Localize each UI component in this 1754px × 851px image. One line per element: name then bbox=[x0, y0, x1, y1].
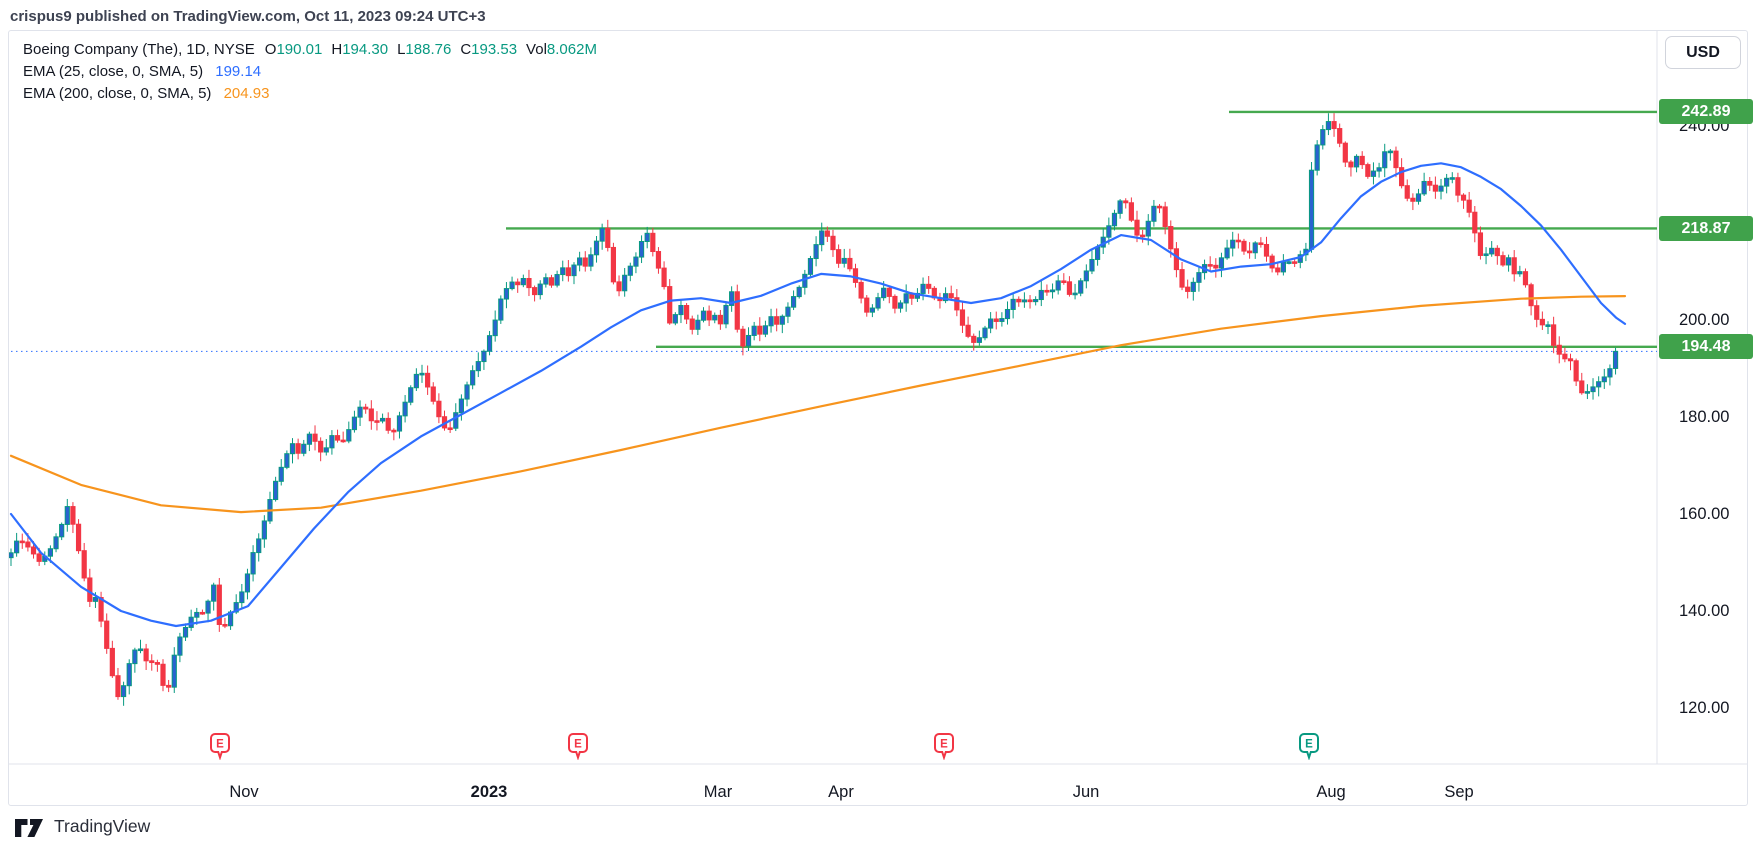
time-axis-label: Apr bbox=[828, 783, 854, 801]
ohlc-item: H194.30 bbox=[331, 41, 389, 58]
time-axis-label: Sep bbox=[1444, 783, 1474, 801]
ema25-row[interactable]: EMA (25, close, 0, SMA, 5) 199.14 bbox=[23, 61, 606, 83]
time-axis-label: Aug bbox=[1316, 783, 1346, 801]
earnings-icon[interactable]: E bbox=[933, 733, 955, 761]
time-axis-label: Mar bbox=[703, 783, 733, 801]
ema200-value: 204.93 bbox=[223, 85, 270, 102]
tradingview-brand-text[interactable]: TradingView bbox=[54, 816, 151, 836]
earnings-icon[interactable]: E bbox=[567, 733, 589, 761]
ohlc-item: L188.76 bbox=[397, 41, 452, 58]
ohlc-item: Vol8.062M bbox=[526, 41, 597, 58]
price-tick-label: 120.00 bbox=[1679, 699, 1730, 717]
symbol-title: Boeing Company (The), 1D, NYSE bbox=[23, 41, 255, 58]
earnings-icon[interactable]: E bbox=[1298, 733, 1320, 761]
ema25-label: EMA (25, close, 0, SMA, 5) bbox=[23, 63, 204, 80]
svg-text:E: E bbox=[574, 739, 582, 751]
svg-text:E: E bbox=[216, 739, 224, 751]
chart-legend: Boeing Company (The), 1D, NYSE O190.01 H19… bbox=[23, 39, 606, 105]
price-level-badge: 218.87 bbox=[1659, 215, 1753, 241]
tradingview-logo-icon[interactable] bbox=[14, 814, 44, 842]
price-tick-label: 140.00 bbox=[1679, 602, 1730, 620]
svg-text:E: E bbox=[1305, 739, 1313, 751]
time-axis-label: 2023 bbox=[470, 783, 508, 801]
chart-widget: Boeing Company (The), 1D, NYSE O190.01 H19… bbox=[8, 30, 1753, 806]
earnings-icon[interactable]: E bbox=[209, 733, 231, 761]
ohlc-item: O190.01 bbox=[264, 41, 323, 58]
currency-toggle-button[interactable]: USD bbox=[1665, 36, 1741, 69]
publish-byline: crispus9 published on TradingView.com, O… bbox=[10, 8, 486, 25]
ohlc-values: O190.01 H194.30 L188.76 C193.53 Vol8.062M bbox=[265, 41, 606, 58]
price-tick-label: 200.00 bbox=[1679, 311, 1730, 329]
ema200-row[interactable]: EMA (200, close, 0, SMA, 5) 204.93 bbox=[23, 83, 606, 105]
svg-text:E: E bbox=[940, 739, 948, 751]
price-tick-label: 160.00 bbox=[1679, 505, 1730, 523]
price-level-badge: 194.48 bbox=[1659, 334, 1753, 360]
candlestick-chart[interactable] bbox=[9, 31, 1747, 805]
price-tick-label: 180.00 bbox=[1679, 408, 1730, 426]
symbol-row[interactable]: Boeing Company (The), 1D, NYSE O190.01 H19… bbox=[23, 39, 606, 61]
time-axis-label: Jun bbox=[1072, 783, 1100, 801]
price-level-badge: 242.89 bbox=[1659, 99, 1753, 125]
ema200-label: EMA (200, close, 0, SMA, 5) bbox=[23, 85, 212, 102]
ohlc-item: C193.53 bbox=[460, 41, 518, 58]
time-axis-label: Nov bbox=[229, 783, 259, 801]
ema25-value: 199.14 bbox=[215, 63, 262, 80]
